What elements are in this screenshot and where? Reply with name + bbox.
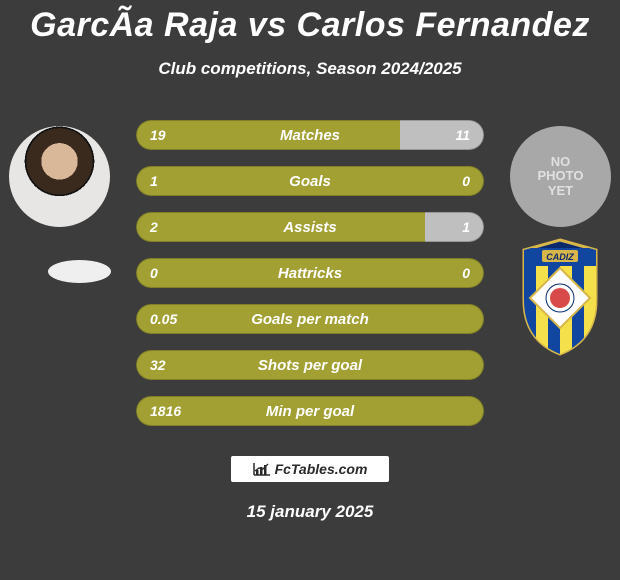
stat-bars: 1911Matches 10Goals 21Assists 00Hattricks 0.…: [136, 120, 484, 442]
stat-row: 10Goals: [136, 166, 484, 196]
page-subtitle: Club competitions, Season 2024/2025: [0, 59, 620, 79]
stat-row: 00Hattricks: [136, 258, 484, 288]
stat-row: 32Shots per goal: [136, 350, 484, 380]
stat-label: Goals: [136, 166, 484, 196]
stat-row: 1911Matches: [136, 120, 484, 150]
page-title: GarcÃ­a Raja vs Carlos Fernandez: [0, 0, 620, 45]
stat-row: 0.05Goals per match: [136, 304, 484, 334]
stat-label: Assists: [136, 212, 484, 242]
player-left-avatar: [9, 126, 110, 227]
brand-text: FcTables.com: [275, 461, 368, 477]
svg-text:CADIZ: CADIZ: [546, 252, 574, 262]
stat-label: Min per goal: [136, 396, 484, 426]
stat-label: Matches: [136, 120, 484, 150]
player-right-avatar-placeholder: NOPHOTOYET: [510, 126, 611, 227]
brand-badge: FcTables.com: [231, 456, 389, 482]
stat-label: Hattricks: [136, 258, 484, 288]
stat-row: 1816Min per goal: [136, 396, 484, 426]
footer-date: 15 january 2025: [0, 502, 620, 522]
stat-label: Shots per goal: [136, 350, 484, 380]
stat-row: 21Assists: [136, 212, 484, 242]
player-left-flag: [48, 260, 111, 283]
brand-icon: [253, 462, 271, 476]
player-right-club-crest: CADIZ: [520, 238, 600, 361]
stat-label: Goals per match: [136, 304, 484, 334]
